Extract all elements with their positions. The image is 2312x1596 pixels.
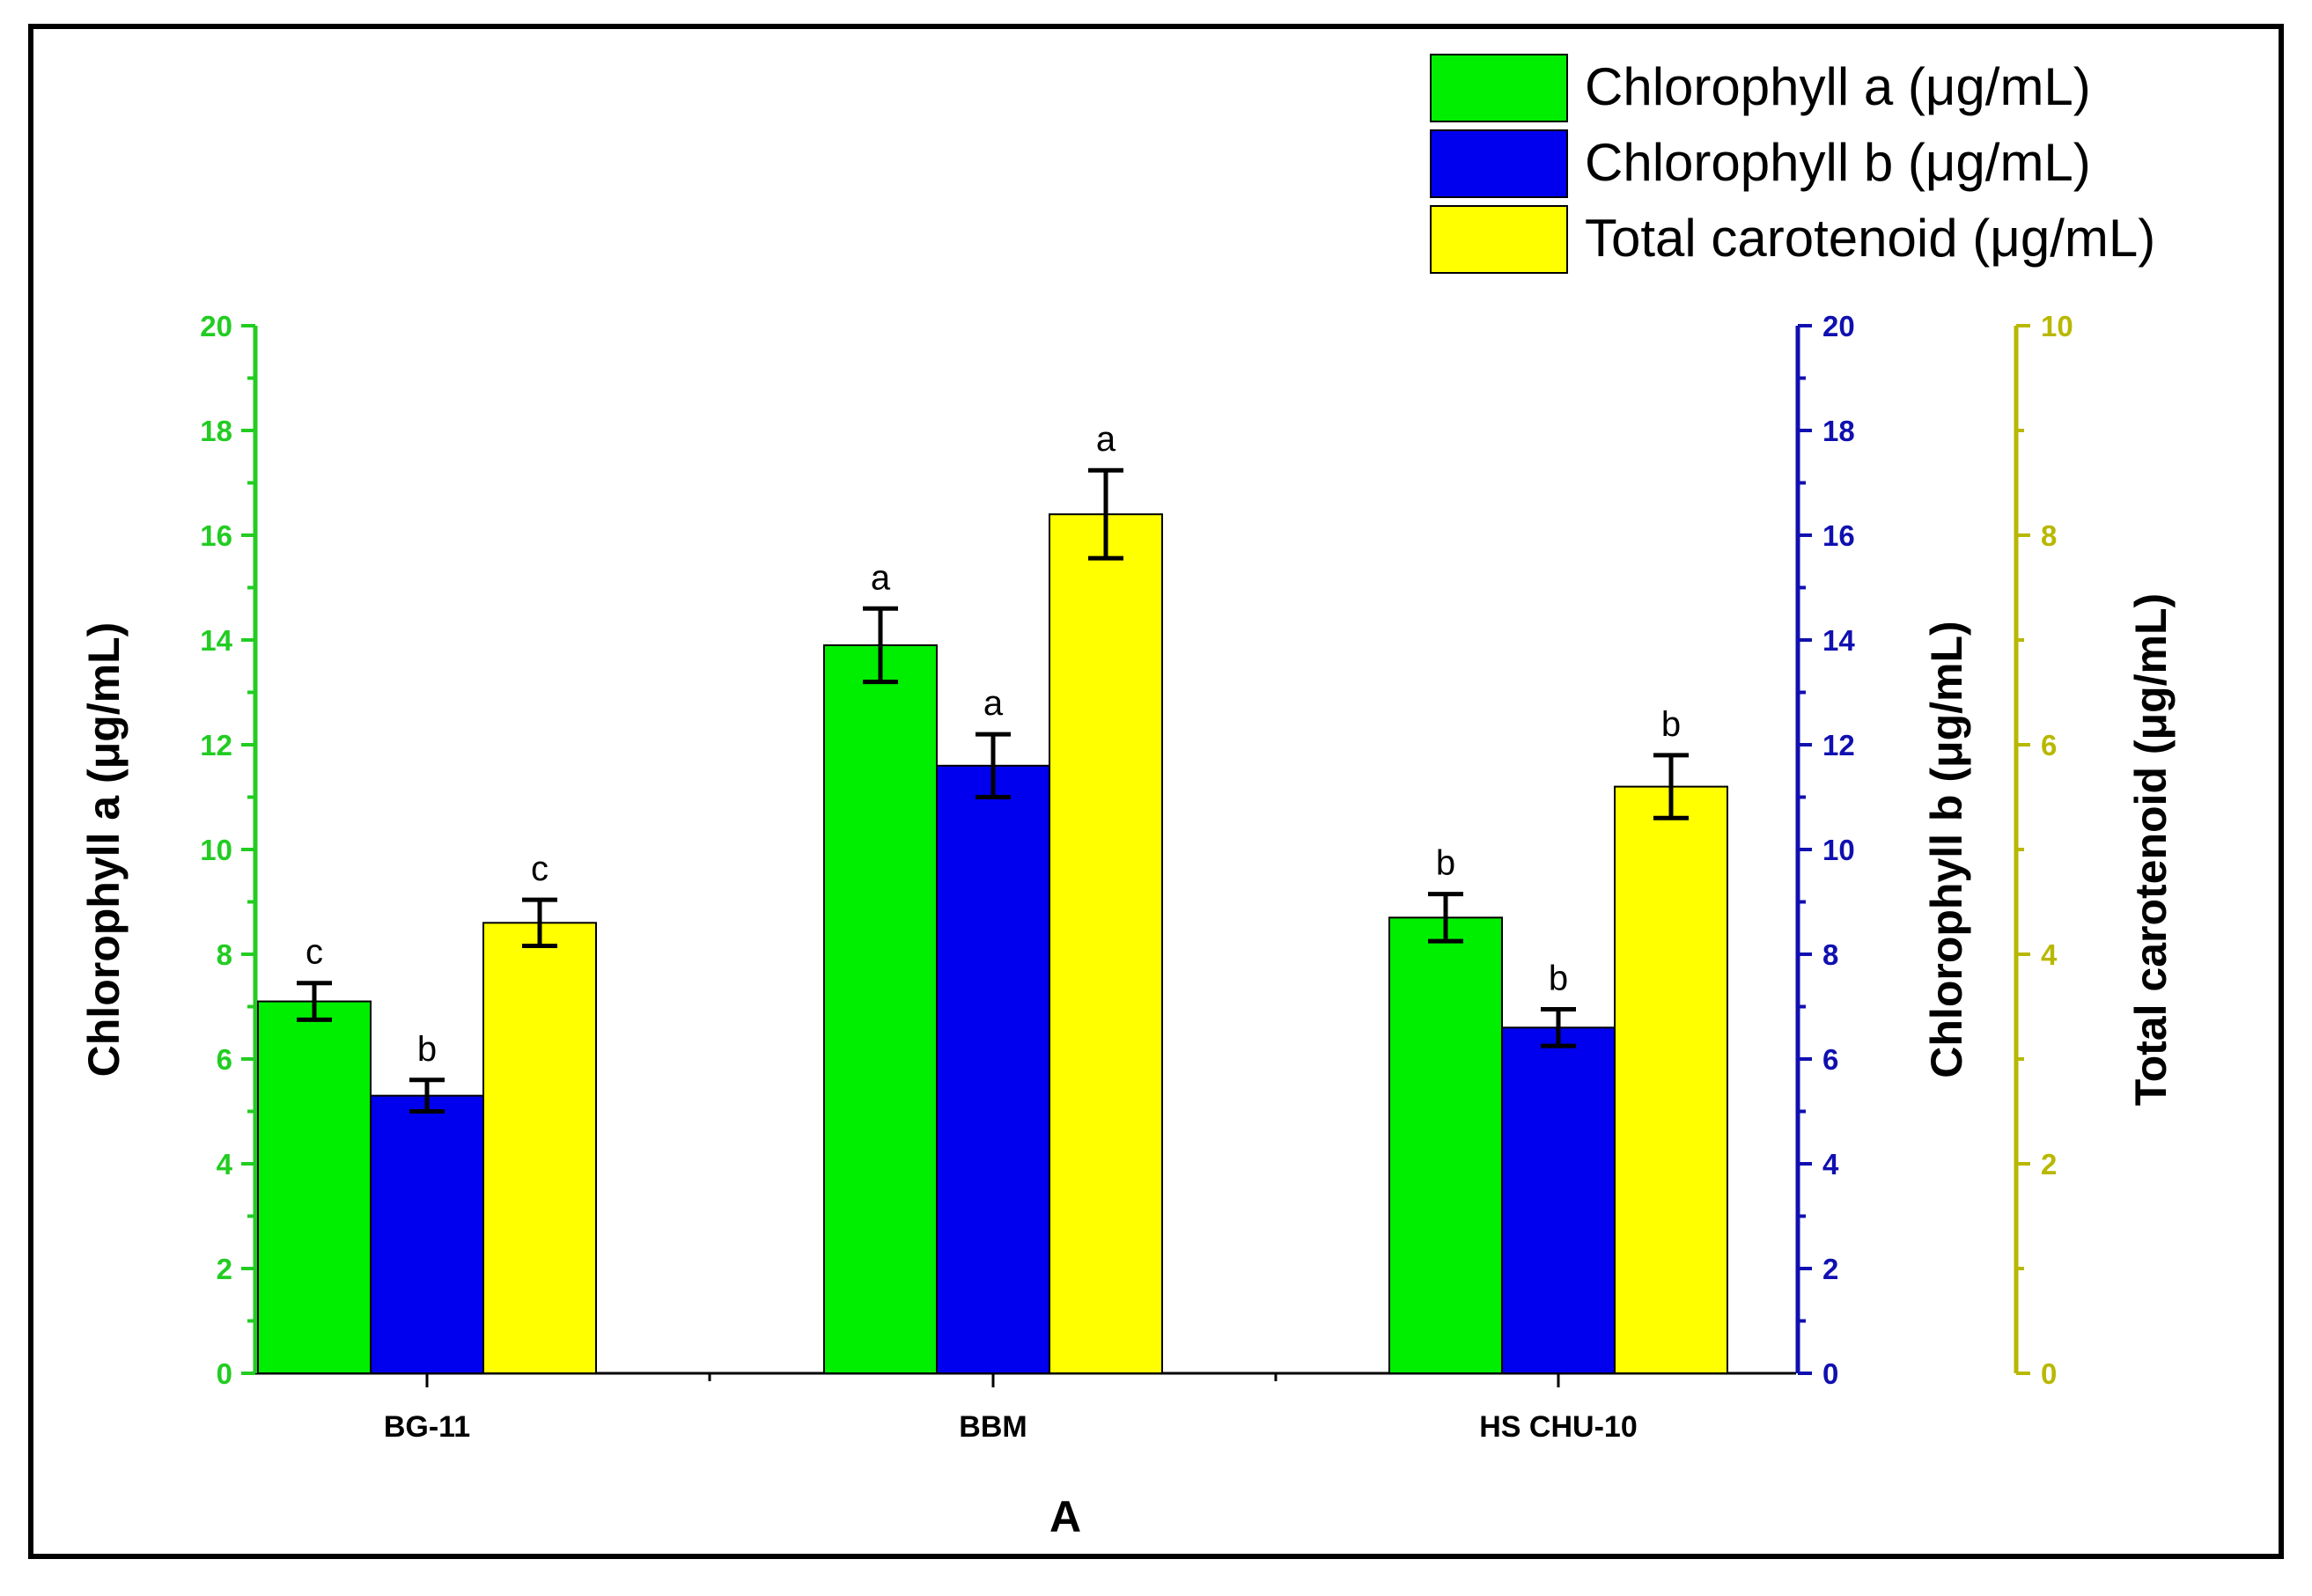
bar — [370, 1094, 484, 1375]
significance-letter: b — [1436, 844, 1455, 883]
left-tick-label: 10 — [200, 834, 232, 866]
series-1: c a b — [257, 558, 1503, 1375]
bar — [936, 764, 1050, 1374]
right1-tick-label: 14 — [1822, 624, 1855, 657]
right1-axis-title: Chlorophyll b (μg/mL) — [1922, 621, 1971, 1077]
legend-item: Chlorophyll b (μg/mL) — [1430, 129, 2091, 198]
legend-swatch — [1430, 129, 1568, 198]
left-tick-label: 12 — [200, 729, 232, 761]
left-tick-label: 14 — [200, 624, 232, 657]
bars: c a b b a b c a b — [257, 420, 1728, 1375]
left-axis: 0 2 4 6 8 10 12 14 16 18 20 Chlorophyll a (μg/mL) — [79, 310, 258, 1390]
right2-axis: 0 2 4 6 8 10 Total carotenoid (μg/mL) — [2014, 310, 2176, 1390]
left-tick-label: 16 — [200, 519, 232, 552]
bar — [1501, 1026, 1616, 1375]
left-tick-label: 2 — [217, 1253, 232, 1285]
significance-letter: c — [306, 933, 323, 972]
bar — [823, 644, 938, 1374]
category-label: HS CHU-10 — [1479, 1410, 1637, 1444]
right2-tick-label: 4 — [2041, 938, 2058, 971]
left-tick-label: 0 — [217, 1357, 232, 1390]
bar — [1049, 513, 1163, 1374]
category-label: BBM — [959, 1410, 1027, 1444]
right1-tick-label: 18 — [1822, 415, 1855, 447]
right2-tick-label: 8 — [2041, 519, 2057, 552]
right1-tick-label: 8 — [1822, 938, 1838, 971]
right1-tick-label: 2 — [1822, 1253, 1838, 1285]
legend-swatch — [1430, 54, 1568, 122]
significance-letter: b — [1549, 959, 1568, 997]
significance-letter: a — [983, 684, 1004, 723]
category-labels: BG-11 BBM HS CHU-10 — [384, 1410, 1638, 1444]
right1-tick-label: 16 — [1822, 519, 1855, 552]
significance-letter: a — [1096, 420, 1116, 459]
legend-item: Total carotenoid (μg/mL) — [1430, 205, 2155, 274]
right2-tick-label: 0 — [2041, 1357, 2057, 1390]
significance-letter: b — [1661, 705, 1681, 744]
left-tick-label: 4 — [217, 1148, 233, 1180]
legend-label: Total carotenoid (μg/mL) — [1585, 209, 2155, 268]
series-2: b a b — [370, 684, 1616, 1375]
right1-axis: 0 2 4 6 8 10 12 14 16 18 20 Chlorophyll b (μg/mL) — [1795, 310, 1971, 1390]
category-label: BG-11 — [384, 1410, 470, 1444]
legend-swatch — [1430, 205, 1568, 274]
left-tick-label: 6 — [217, 1043, 232, 1076]
left-tick-label: 20 — [200, 310, 232, 342]
right1-tick-label: 4 — [1822, 1148, 1839, 1180]
bar — [482, 922, 597, 1375]
series-3: c a b — [482, 420, 1728, 1375]
bar — [1388, 916, 1503, 1374]
legend-item: Chlorophyll a (μg/mL) — [1430, 54, 2091, 122]
right2-tick-label: 6 — [2041, 729, 2057, 761]
bar — [1614, 785, 1728, 1374]
legend-label: Chlorophyll b (μg/mL) — [1585, 133, 2091, 192]
significance-letter: a — [871, 558, 891, 597]
significance-letter: c — [531, 849, 549, 888]
legend-label: Chlorophyll a (μg/mL) — [1585, 57, 2091, 116]
right1-tick-label: 20 — [1822, 310, 1855, 342]
right1-tick-label: 10 — [1822, 834, 1855, 866]
significance-letter: b — [417, 1030, 437, 1069]
left-tick-label: 18 — [200, 415, 232, 447]
left-tick-label: 8 — [217, 938, 232, 971]
right1-tick-label: 6 — [1822, 1043, 1838, 1076]
right1-tick-label: 12 — [1822, 729, 1855, 761]
right2-tick-label: 10 — [2041, 310, 2073, 342]
x-axis-title: A — [1049, 1492, 1081, 1541]
bar — [257, 1000, 372, 1375]
right2-tick-label: 2 — [2041, 1148, 2057, 1180]
right2-axis-title: Total carotenoid (μg/mL) — [2126, 593, 2176, 1106]
legend: Chlorophyll a (μg/mL) Chlorophyll b (μg/m… — [1430, 54, 2155, 274]
left-axis-title: Chlorophyll a (μg/mL) — [79, 622, 129, 1077]
right1-tick-label: 0 — [1822, 1357, 1838, 1390]
